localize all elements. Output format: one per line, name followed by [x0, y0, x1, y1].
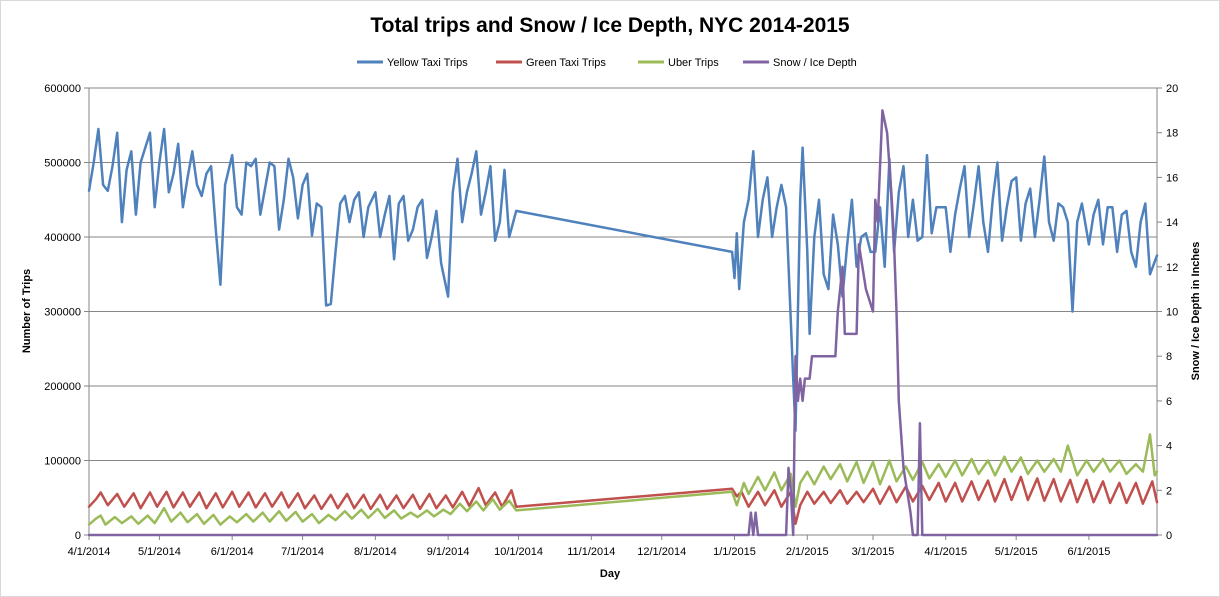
x-tick-label: 4/1/2014 [68, 546, 111, 558]
x-tick-label: 11/1/2014 [567, 546, 615, 558]
y2-tick-label: 2 [1166, 485, 1172, 497]
series-line-yellow-taxi-trips [87, 127, 1159, 432]
y-tick-label: 100000 [44, 456, 81, 468]
y2-tick-label: 16 [1166, 172, 1178, 184]
y2-tick-label: 12 [1166, 262, 1178, 274]
x-axis-ticks: 4/1/2014 5/1/2014 6/1/2014 7/1/2014 8/1/2014… [68, 535, 1111, 558]
series-line-snow-ice-depth [87, 109, 1159, 537]
x-tick-label: 10/1/2014 [494, 546, 543, 558]
series-line-green-taxi-trips [87, 475, 1159, 526]
series-line-uber-trips [87, 433, 1159, 526]
x-tick-label: 6/1/2014 [211, 546, 254, 558]
y2-tick-label: 18 [1166, 128, 1178, 140]
x-axis-title: Day [600, 568, 621, 580]
x-tick-label: 2/1/2015 [786, 546, 829, 558]
x-tick-label: 4/1/2015 [924, 546, 967, 558]
series-layer [87, 109, 1159, 537]
y2-tick-label: 8 [1166, 351, 1172, 363]
y-tick-label: 400000 [44, 232, 81, 244]
y-tick-label: 200000 [44, 381, 81, 393]
y2-tick-label: 10 [1166, 307, 1178, 319]
y-tick-label: 500000 [44, 158, 81, 170]
y-axis-ticks: 0 100000 200000 300000 400000 500000 600000 [44, 83, 89, 542]
y-tick-label: 0 [75, 530, 81, 542]
x-tick-label: 9/1/2014 [427, 546, 470, 558]
x-tick-label: 8/1/2014 [354, 546, 397, 558]
x-tick-label: 1/1/2015 [713, 546, 756, 558]
x-tick-label: 6/1/2015 [1068, 546, 1111, 558]
y2-tick-label: 6 [1166, 396, 1172, 408]
y-axis-title: Number of Trips [21, 269, 33, 353]
y2-axis-ticks: 0 2 4 6 8 10 12 14 16 18 20 [1157, 83, 1178, 542]
legend-label: Yellow Taxi Trips [387, 57, 468, 69]
x-tick-label: 12/1/2014 [637, 546, 686, 558]
legend-label: Uber Trips [668, 57, 719, 69]
y2-tick-label: 4 [1166, 441, 1172, 453]
gridlines [89, 87, 1157, 461]
x-tick-label: 5/1/2014 [138, 546, 181, 558]
x-tick-label: 7/1/2014 [281, 546, 324, 558]
y-tick-label: 600000 [44, 83, 81, 95]
legend-label: Green Taxi Trips [526, 57, 606, 69]
y2-tick-label: 14 [1166, 217, 1178, 229]
chart-title: Total trips and Snow / Ice Depth, NYC 20… [370, 14, 850, 37]
legend: Yellow Taxi Trips Green Taxi Trips Uber Tr… [357, 57, 857, 69]
y2-tick-label: 20 [1166, 83, 1178, 95]
x-tick-label: 3/1/2015 [852, 546, 895, 558]
y2-axis-title: Snow / Ice Depth in Inches [1190, 242, 1202, 381]
legend-label: Snow / Ice Depth [773, 57, 857, 69]
y-tick-label: 300000 [44, 307, 81, 319]
x-tick-label: 5/1/2015 [995, 546, 1038, 558]
y2-tick-label: 0 [1166, 530, 1172, 542]
